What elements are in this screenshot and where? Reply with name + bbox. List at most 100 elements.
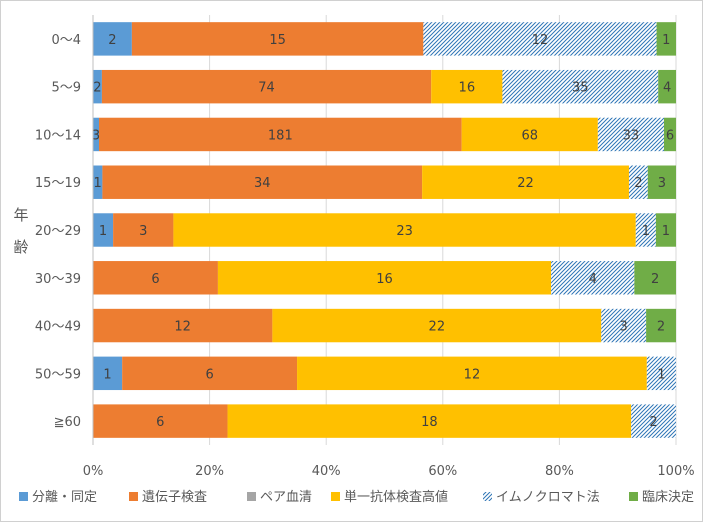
- bar-segment: [423, 22, 657, 56]
- bar-segment: [93, 69, 102, 104]
- bar-segment: [631, 404, 676, 438]
- bar-segment: [658, 69, 676, 104]
- x-tick-label: 60%: [428, 464, 457, 479]
- data-label: 68: [521, 128, 538, 143]
- data-label: 74: [258, 81, 275, 96]
- legend-entry: 臨床決定: [642, 490, 694, 505]
- bar-segment: [431, 69, 503, 104]
- x-tick-label: 40%: [312, 464, 341, 479]
- data-label: 6: [666, 128, 674, 143]
- data-label: 35: [572, 81, 589, 96]
- y-tick-label: 30〜39: [35, 272, 81, 287]
- bar-segment: [93, 308, 273, 343]
- bar-segment: [646, 356, 676, 391]
- legend-swatch: [129, 492, 138, 501]
- bar-segment: [101, 69, 432, 104]
- bar-segment: [93, 404, 228, 438]
- data-label: 22: [429, 320, 446, 335]
- bar-segment: [272, 308, 602, 343]
- bar-segment: [628, 165, 648, 199]
- bar-segment: [297, 356, 647, 391]
- data-label: 33: [623, 128, 640, 143]
- bar-segment: [601, 308, 647, 343]
- bar-segment: [93, 356, 123, 391]
- bar-segment: [656, 22, 676, 56]
- axes: 0% 20% 40% 60% 80% 100% 0〜4 5〜9 10〜14 15〜19 20〜29 3…: [35, 15, 695, 479]
- bar-segment: [646, 308, 676, 343]
- data-label: 6: [156, 415, 164, 430]
- bar-segment: [663, 117, 676, 152]
- bar-segment: [634, 261, 676, 295]
- y-axis-title: 年齢: [13, 206, 28, 256]
- data-label: 22: [517, 176, 534, 191]
- data-label: 1: [657, 367, 665, 382]
- data-label: 3: [92, 128, 100, 143]
- bar-segment: [93, 165, 103, 199]
- data-label: 2: [108, 33, 116, 48]
- data-label: 2: [634, 176, 642, 191]
- bar-segment: [502, 69, 659, 104]
- bar-segment: [422, 165, 629, 199]
- bar-segment: [113, 213, 174, 247]
- y-tick-label: 50〜59: [35, 367, 81, 382]
- bar-segment: [635, 213, 656, 247]
- data-label: 15: [269, 33, 286, 48]
- legend-entry: 遺伝子検査: [142, 490, 207, 505]
- data-label: 34: [254, 176, 271, 191]
- x-tick-label: 0%: [83, 464, 104, 479]
- bar-segment: [461, 117, 598, 152]
- bar-segment: [647, 165, 676, 199]
- data-label: 1: [642, 224, 650, 239]
- x-tick-label: 80%: [545, 464, 574, 479]
- legend-swatch: [483, 492, 492, 501]
- data-label: 2: [649, 415, 657, 430]
- y-axis-title-char: 年: [13, 206, 28, 224]
- legend-swatch: [331, 492, 340, 501]
- bar-segment: [99, 117, 462, 152]
- legend-entry: ペア血清: [260, 490, 312, 505]
- data-label: 181: [268, 128, 293, 143]
- bars: [93, 22, 676, 438]
- data-label: 2: [657, 320, 665, 335]
- y-tick-label: 40〜49: [35, 320, 81, 335]
- data-label: 23: [396, 224, 413, 239]
- x-tick-label: 100%: [657, 464, 694, 479]
- y-axis-title-char: 齢: [13, 238, 28, 256]
- legend-swatch: [629, 492, 638, 501]
- data-label: 3: [620, 320, 628, 335]
- y-tick-label: ≧60: [54, 415, 81, 430]
- data-label: 1: [103, 367, 111, 382]
- bar-segment: [93, 22, 132, 56]
- bar-segment: [93, 213, 114, 247]
- bar-segment: [217, 261, 552, 295]
- data-label: 3: [658, 176, 666, 191]
- data-label: 2: [651, 272, 659, 287]
- data-label: 12: [174, 320, 191, 335]
- bar-segment: [102, 165, 423, 199]
- bar-segment: [597, 117, 664, 152]
- y-tick-label: 10〜14: [35, 128, 81, 143]
- data-label: 16: [459, 81, 476, 96]
- data-label: 2: [93, 81, 101, 96]
- data-label: 12: [464, 367, 481, 382]
- y-tick-label: 0〜4: [51, 33, 81, 48]
- bar-segment: [93, 117, 100, 152]
- data-label: 1: [99, 224, 107, 239]
- y-tick-label: 5〜9: [51, 81, 81, 96]
- legend-swatch: [19, 492, 28, 501]
- data-label: 3: [139, 224, 147, 239]
- data-label: 6: [205, 367, 213, 382]
- bar-segment: [173, 213, 636, 247]
- y-tick-label: 15〜19: [35, 176, 81, 191]
- data-label: 18: [421, 415, 438, 430]
- data-label: 1: [662, 33, 670, 48]
- legend-swatch: [247, 492, 256, 501]
- legend-entry: イムノクロマト法: [496, 490, 600, 505]
- bar-segment: [93, 261, 218, 295]
- data-label: 1: [662, 224, 670, 239]
- data-label: 16: [376, 272, 393, 287]
- legend: 分離・同定 遺伝子検査 ペア血清 単一抗体検査高値 イムノクロマト法 臨床決定: [19, 489, 694, 505]
- bar-segment: [551, 261, 635, 295]
